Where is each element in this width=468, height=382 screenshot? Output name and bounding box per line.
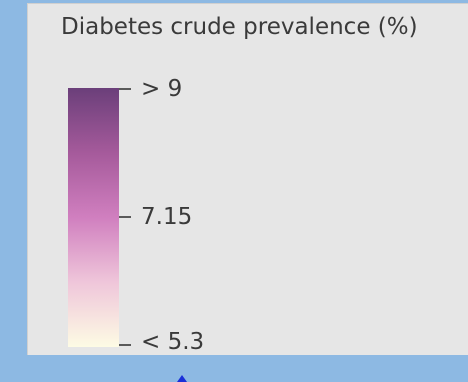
legend-panel: Diabetes crude prevalence (%) > 9 7.15 <… — [27, 3, 468, 356]
tick-mark-max — [119, 88, 131, 90]
map-area-bottom[interactable] — [27, 355, 468, 382]
tick-mark-mid — [119, 216, 131, 218]
legend-color-ramp — [68, 88, 119, 347]
tick-label-min: < 5.3 — [141, 329, 205, 355]
legend-title: Diabetes crude prevalence (%) — [61, 14, 418, 40]
tick-label-mid: 7.15 — [141, 204, 193, 230]
tick-label-max: > 9 — [141, 76, 183, 102]
map-marker-icon[interactable] — [175, 374, 189, 382]
tick-mark-min — [119, 344, 131, 346]
